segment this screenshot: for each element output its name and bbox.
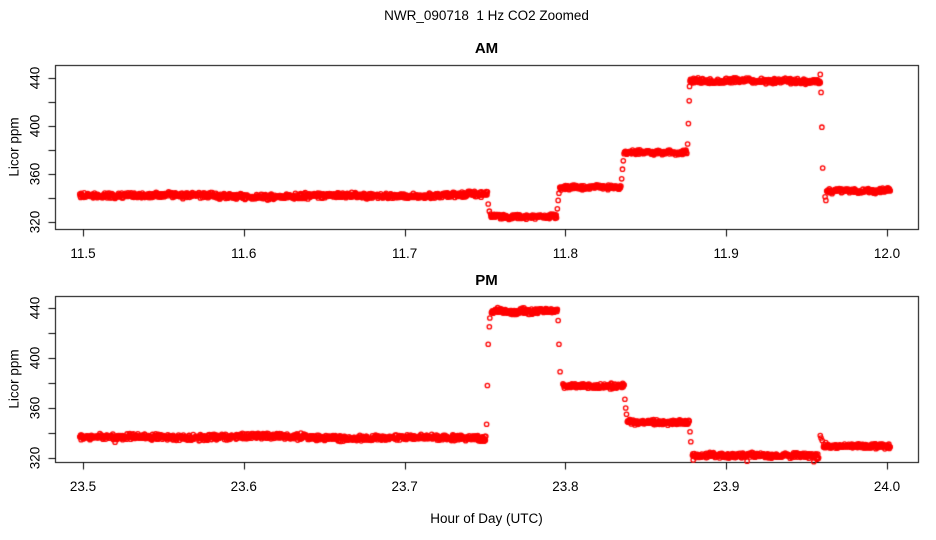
pm-y-tick-label: 440 — [27, 296, 43, 320]
am-panel-title: AM — [474, 40, 499, 57]
am-y-tick-label: 360 — [27, 162, 43, 186]
pm-x-tick-label: 23.5 — [69, 479, 97, 494]
pm-y-tick-label: 400 — [27, 346, 43, 370]
pm-x-tick-label: 23.6 — [230, 479, 257, 494]
am-y-tick-label: 400 — [27, 114, 43, 138]
pm-x-tick-label: 23.8 — [552, 479, 579, 494]
am-y-tick-label: 320 — [27, 210, 43, 234]
main-title: NWR_090718 1 Hz CO2 Zoomed — [384, 8, 589, 23]
am-x-tick-label: 11.9 — [713, 246, 739, 261]
x-axis-label: Hour of Day (UTC) — [430, 511, 543, 526]
pm-panel-title: PM — [475, 272, 498, 289]
am-y-axis-label: Licor ppm — [6, 117, 22, 177]
am-x-tick-label: 11.6 — [231, 246, 257, 261]
am-x-tick-label: 11.8 — [552, 246, 579, 261]
pm-x-tick-label: 23.7 — [391, 479, 418, 494]
am-x-tick-label: 12.0 — [873, 246, 901, 261]
pm-x-tick-label: 23.9 — [713, 479, 740, 494]
pm-y-tick-label: 360 — [27, 396, 43, 420]
am-x-tick-label: 11.7 — [391, 246, 418, 261]
pm-y-axis-label: Licor ppm — [6, 349, 22, 409]
am-x-tick-label: 11.5 — [70, 246, 96, 261]
pm-y-tick-label: 320 — [27, 446, 43, 470]
pm-x-tick-label: 24.0 — [873, 479, 901, 494]
am-y-tick-label: 440 — [27, 66, 43, 90]
